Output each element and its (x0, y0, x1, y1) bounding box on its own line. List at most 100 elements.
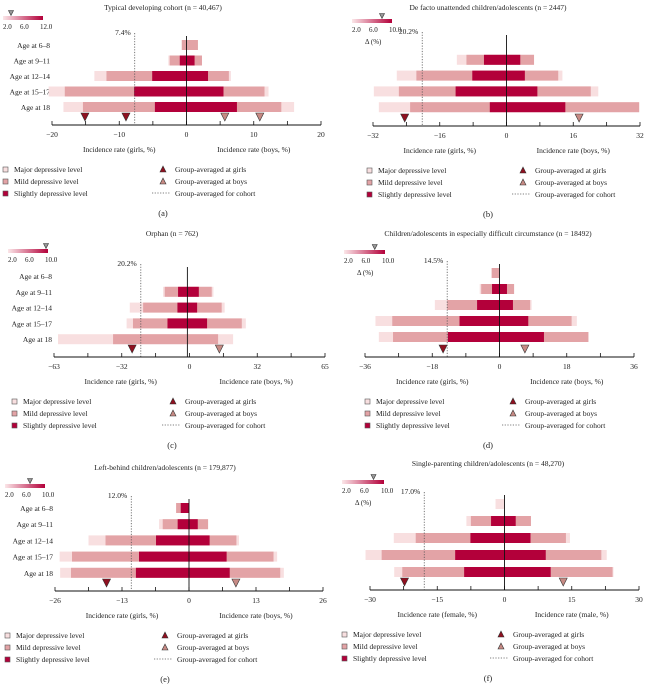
bar-girls-slight (477, 300, 500, 310)
boys-average-marker-icon (255, 112, 265, 122)
panel-caption: (e) (160, 674, 170, 684)
legend-swatch-slight (11, 422, 18, 429)
bar-girls-mild (64, 86, 187, 97)
delta-color-scale (5, 484, 45, 488)
bar-boys-mild (504, 533, 566, 543)
x-tick-label: 13 (252, 596, 260, 605)
bar-girls-mild (106, 71, 187, 81)
delta-marker-icon (371, 244, 378, 251)
legend-swatch-major (364, 398, 371, 405)
age-group-label: Age at 18 (23, 335, 52, 344)
bar-boys-slight (187, 286, 199, 297)
bar-girls-mild (143, 302, 188, 313)
bar-girls-slight (459, 316, 500, 326)
bar-boys-slight (504, 533, 531, 543)
bar-boys-slight (499, 300, 513, 310)
bar-boys-slight (506, 102, 566, 113)
bar-boys-slight (189, 519, 198, 530)
x-tick-label: 0 (505, 131, 509, 140)
x-axis-title-left: Incidence rate (female, %) (397, 610, 477, 619)
x-tick-label: −63 (48, 362, 60, 371)
bar-boys-mild (187, 302, 222, 313)
chart-panel-b: De facto unattended children/adolescents… (330, 0, 646, 220)
bar-boys-mild (187, 286, 212, 297)
legend-label-boys-average: Group-averaged at boys (535, 178, 607, 187)
legend-label-girls-average: Group-averaged at girls (535, 166, 606, 175)
x-tick-label: −10 (113, 130, 125, 139)
legend-boys-marker-icon (509, 409, 517, 417)
legend-label-boys-average: Group-averaged at boys (525, 409, 597, 418)
bar-girls-mild (481, 284, 500, 294)
legend-label-major: Major depressive level (353, 630, 421, 639)
x-axis-title-left: Incidence rate (girls, %) (86, 611, 159, 620)
chart-title: Typical developing cohort (n = 40,467) (104, 3, 222, 12)
cohort-average-label: 12.0% (108, 491, 127, 500)
legend-label-mild: Mild depressive level (23, 409, 88, 418)
x-axis-title-left: Incidence rate (girls, %) (83, 145, 156, 154)
legend-label-girls-average: Group-averaged at girls (177, 631, 248, 640)
bar-boys-slight (506, 70, 525, 81)
age-group-label: Age at 12–14 (13, 536, 54, 545)
bar-boys-slight (499, 332, 544, 342)
bar-boys-slight (187, 302, 198, 313)
legend-swatch-mild (2, 178, 9, 185)
x-tick-label: 20 (317, 130, 325, 139)
legend-girls-marker-icon (169, 397, 177, 405)
legend-label-cohort-average: Group-averaged for cohort (177, 655, 258, 664)
legend-swatch-slight (364, 422, 371, 429)
legend-boys-marker-icon (519, 178, 527, 186)
x-axis-title-right: Incidence rate (boys, %) (219, 611, 293, 620)
legend-label-cohort-average: Group-averaged for cohort (535, 190, 616, 199)
legend-label-boys-average: Group-averaged at boys (513, 642, 585, 651)
x-tick-label: 0 (503, 595, 507, 604)
bar-boys-slight (186, 102, 237, 112)
x-tick-label: 10 (250, 130, 258, 139)
delta-scale-tick: 10.0 (389, 26, 402, 34)
chart-title: De facto unattended children/adolescents… (409, 3, 567, 12)
delta-scale-tick: 2.0 (342, 487, 351, 495)
bar-boys-slight (186, 71, 209, 81)
bar-girls-mild (402, 567, 505, 577)
delta-color-scale (3, 16, 43, 20)
age-group-label: Age at 15–17 (10, 88, 51, 97)
delta-scale-label: Δ (%) (357, 269, 374, 277)
bar-boys-mild (506, 102, 640, 113)
legend-label-girls-average: Group-averaged at girls (513, 630, 584, 639)
bar-boys-mild (504, 550, 602, 560)
bar-girls-slight (464, 567, 505, 577)
legend-label-slight: Slightly depressive level (376, 421, 450, 430)
delta-scale-tick: 2.0 (5, 491, 14, 499)
delta-scale-tick: 10.0 (381, 487, 394, 495)
delta-scale-tick: 6.0 (25, 256, 34, 264)
delta-scale-tick: 10.0 (45, 256, 58, 264)
x-tick-label: 0 (187, 596, 191, 605)
girls-average-marker-icon (127, 344, 137, 354)
chart-svg: Typical developing cohort (n = 40,467) 2.… (2, 3, 325, 218)
delta-scale-tick: 10.0 (42, 491, 55, 499)
bar-girls-mild (410, 102, 507, 113)
bar-boys-mild (504, 516, 531, 526)
bar-girls-mild (70, 567, 189, 578)
delta-scale-tick: 2.0 (344, 257, 353, 265)
legend-girls-marker-icon (159, 165, 167, 173)
legend-swatch-mild (341, 643, 348, 650)
x-tick-label: 32 (254, 362, 262, 371)
bar-girls-slight (156, 535, 189, 546)
age-group-label: Age at 15–17 (12, 319, 53, 328)
bar-girls-mild (164, 286, 188, 297)
legend-label-slight: Slightly depressive level (353, 654, 427, 663)
bar-girls-mild (470, 516, 505, 526)
delta-scale-tick: 2.0 (3, 23, 12, 31)
bar-girls-slight (470, 533, 505, 543)
legend-label-mild: Mild depressive level (376, 409, 441, 418)
bar-boys-mild (187, 334, 219, 345)
legend-label-cohort-average: Group-averaged for cohort (175, 189, 256, 198)
bar-girls-slight (472, 70, 507, 81)
legend-label-major: Major depressive level (378, 166, 446, 175)
bar-girls-mild (72, 551, 189, 562)
bar-boys-mild (506, 86, 591, 97)
bar-boys-slight (506, 86, 538, 97)
legend-label-boys-average: Group-averaged at boys (185, 409, 257, 418)
legend-swatch-mild (11, 410, 18, 417)
legend-label-slight: Slightly depressive level (14, 189, 88, 198)
